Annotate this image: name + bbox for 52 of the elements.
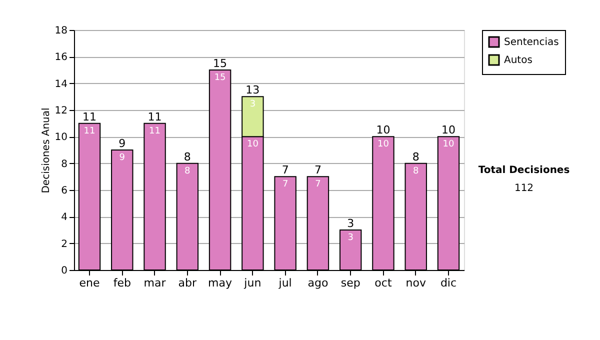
data-label: 10	[442, 140, 454, 150]
total-label: 15	[213, 57, 228, 70]
x-tick-label: nov	[406, 276, 426, 290]
legend-label: Autos	[504, 55, 532, 66]
y-tick-label: 14	[54, 78, 68, 90]
x-tick-label: feb	[113, 276, 131, 290]
text: Total Decisiones	[478, 165, 570, 176]
total-label: 10	[442, 124, 456, 137]
data-label: 11	[149, 126, 160, 136]
y-tick-label: 4	[61, 212, 68, 224]
y-tick-label: 16	[54, 52, 68, 64]
total-label: 7	[282, 164, 289, 177]
y-axis-title: Decisiones Anual	[40, 108, 52, 194]
data-label: 15	[214, 73, 226, 83]
total-label: 3	[347, 217, 354, 230]
y-tick-label: 0	[61, 266, 68, 276]
data-label: 3	[250, 100, 256, 110]
total-label: 7	[314, 164, 322, 177]
data-label: 7	[282, 180, 288, 190]
total-label: 11	[82, 110, 96, 124]
data-label: 3	[348, 233, 354, 243]
y-tick-label: 10	[54, 132, 68, 144]
x-tick-label: jun	[243, 276, 262, 290]
y-tick-label: 2	[61, 238, 68, 250]
text: 112	[514, 183, 534, 194]
y-tick-label: 6	[61, 186, 68, 196]
x-tick-label: jul	[278, 276, 292, 290]
y-tick-label: 18	[54, 26, 68, 36]
x-tick-label: ene	[79, 276, 100, 290]
total-label: 13	[246, 84, 260, 97]
data-label: 8	[184, 166, 191, 176]
total-label: 8	[184, 150, 191, 164]
y-tick-label: 12	[54, 106, 68, 116]
x-tick-label: abr	[178, 276, 198, 290]
x-tick-label: mar	[144, 276, 166, 290]
x-tick-label: ago	[308, 276, 328, 290]
x-tick-label: oct	[374, 276, 392, 290]
total-label: 10	[376, 124, 390, 137]
data-label: 11	[84, 126, 96, 136]
data-label: 8	[412, 166, 419, 176]
data-label: 10	[246, 140, 259, 150]
total-label: 9	[118, 137, 126, 150]
data-label: 7	[315, 180, 321, 190]
data-label: 10	[378, 140, 390, 150]
total-label: 11	[148, 110, 162, 124]
x-tick-label: may	[208, 276, 233, 290]
legend-label: Sentencias	[504, 37, 559, 48]
data-label: 9	[119, 153, 126, 163]
x-tick-label: dic	[440, 276, 457, 290]
y-tick-label: 8	[61, 158, 68, 170]
total-label: 8	[412, 150, 420, 164]
x-tick-label: sep	[340, 276, 360, 290]
